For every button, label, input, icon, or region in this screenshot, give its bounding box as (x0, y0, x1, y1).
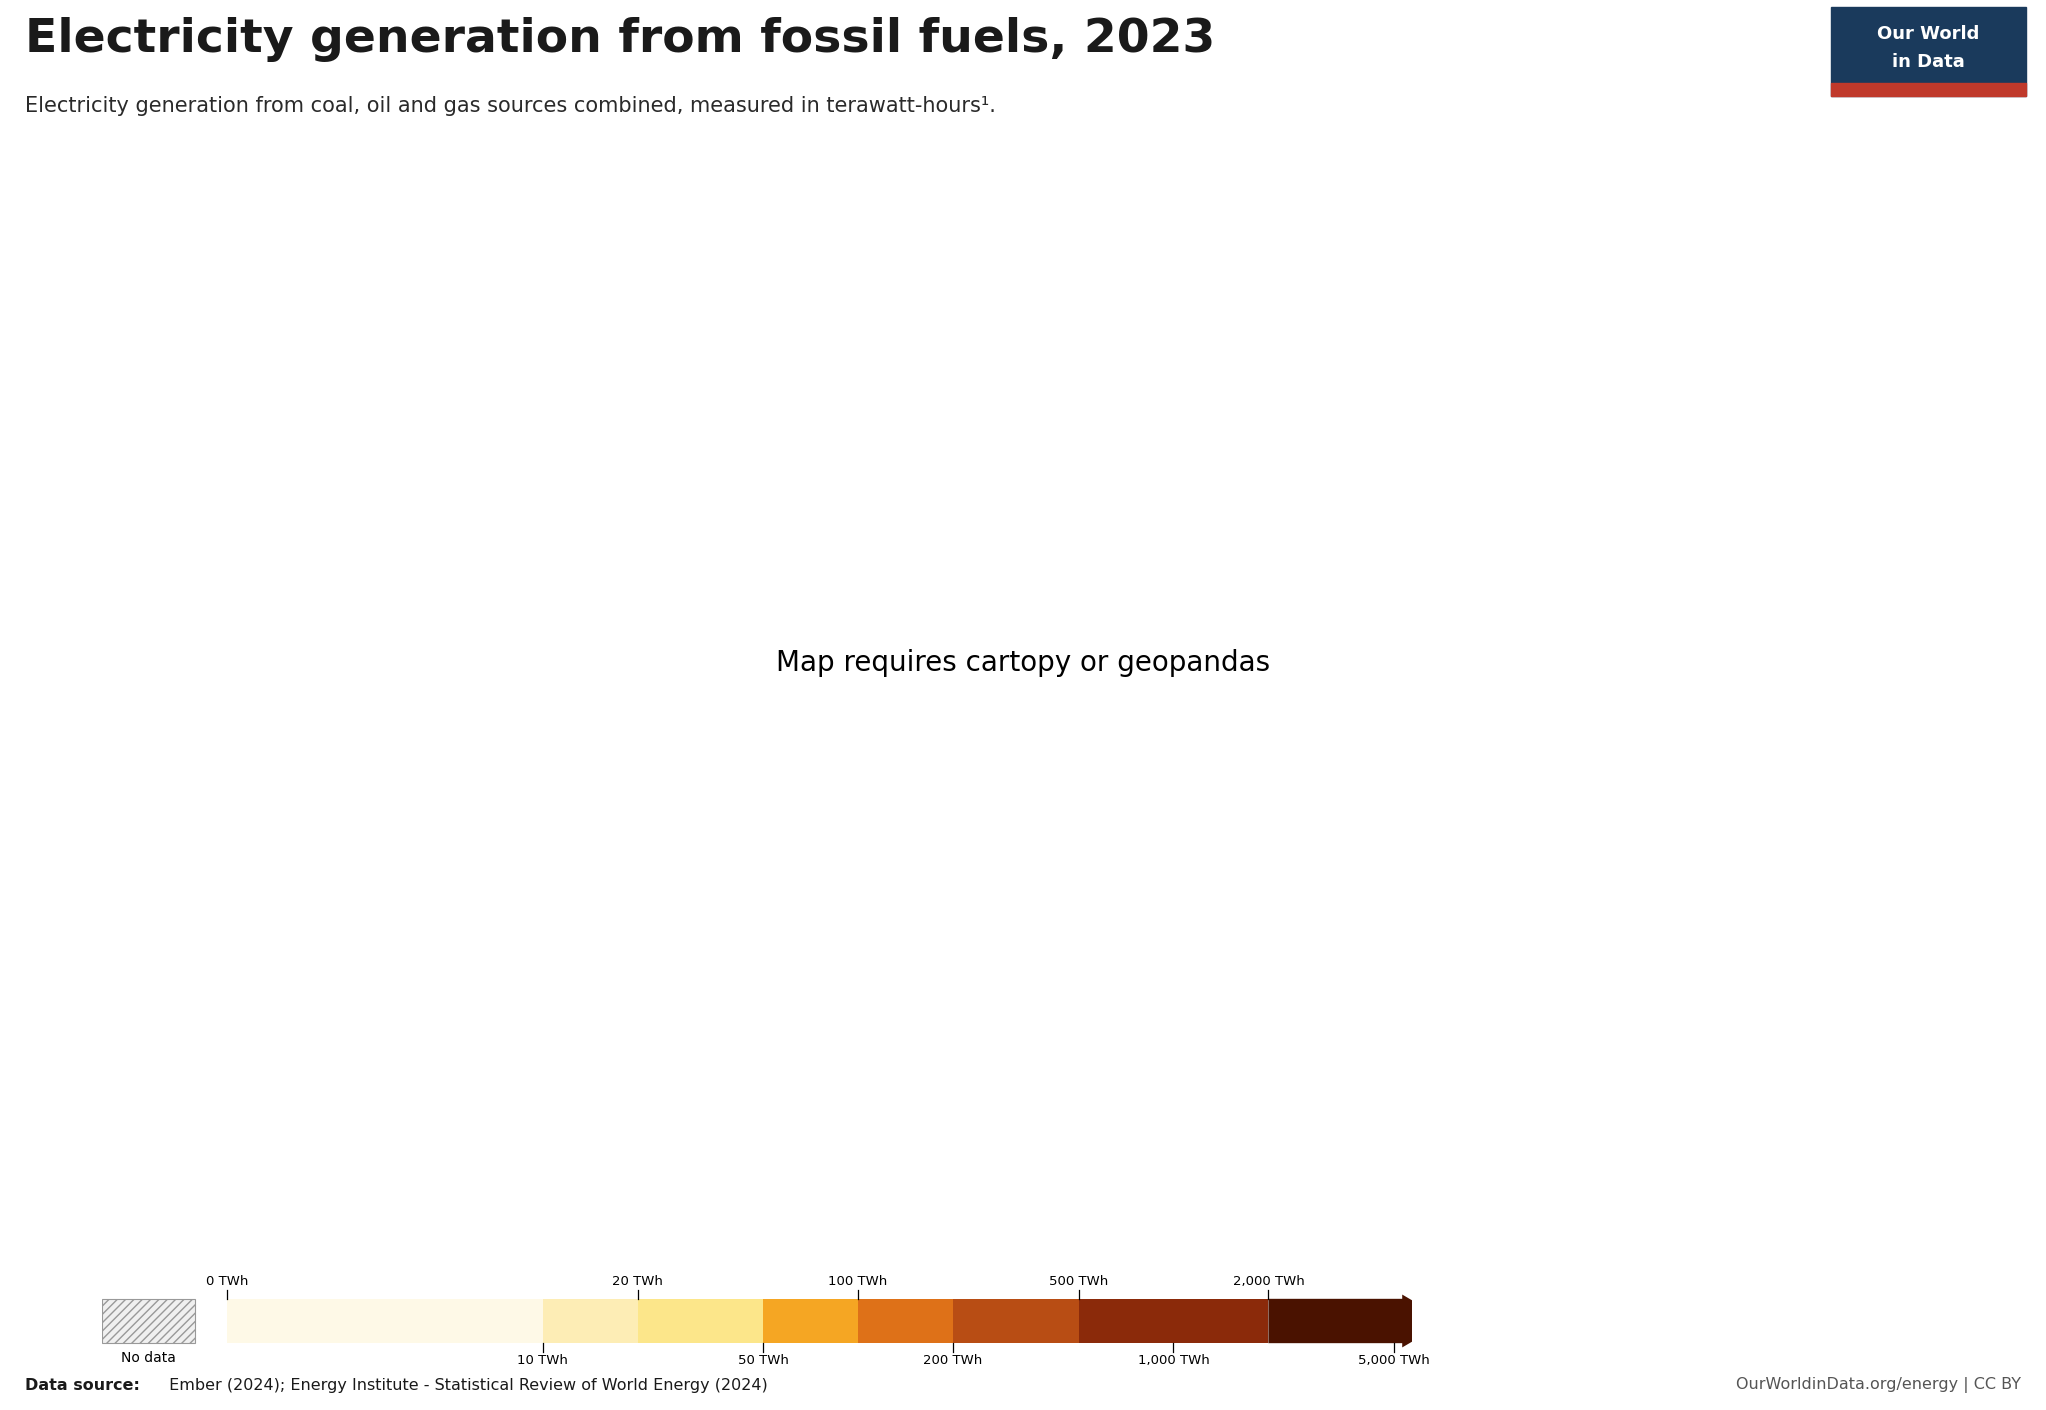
Text: 50 TWh: 50 TWh (739, 1354, 788, 1368)
Text: 100 TWh: 100 TWh (829, 1275, 888, 1287)
Text: 500 TWh: 500 TWh (1050, 1275, 1109, 1287)
Bar (857, 1299, 953, 1344)
Text: 20 TWh: 20 TWh (612, 1275, 663, 1287)
Text: OurWorldinData.org/energy | CC BY: OurWorldinData.org/energy | CC BY (1737, 1378, 2021, 1393)
Text: Electricity generation from fossil fuels, 2023: Electricity generation from fossil fuels… (25, 17, 1215, 62)
FancyArrow shape (1269, 1294, 1447, 1348)
Text: Our World: Our World (1876, 25, 1981, 42)
Bar (763, 1299, 857, 1344)
Text: No data: No data (121, 1351, 176, 1365)
Text: Electricity generation from coal, oil and gas sources combined, measured in tera: Electricity generation from coal, oil an… (25, 96, 996, 116)
Bar (102, 1299, 194, 1344)
Text: 10 TWh: 10 TWh (518, 1354, 569, 1368)
Bar (1831, 83, 2026, 96)
Text: 1,000 TWh: 1,000 TWh (1138, 1354, 1209, 1368)
Bar (542, 1299, 638, 1344)
Bar (1078, 1299, 1269, 1344)
Text: 5,000 TWh: 5,000 TWh (1359, 1354, 1430, 1368)
Text: 200 TWh: 200 TWh (923, 1354, 982, 1368)
Bar (638, 1299, 763, 1344)
Text: 0 TWh: 0 TWh (207, 1275, 248, 1287)
Text: Ember (2024); Energy Institute - Statistical Review of World Energy (2024): Ember (2024); Energy Institute - Statist… (164, 1378, 767, 1393)
Text: Data source:: Data source: (25, 1378, 139, 1393)
Text: in Data: in Data (1893, 54, 1964, 70)
Text: 2,000 TWh: 2,000 TWh (1232, 1275, 1303, 1287)
Bar (227, 1299, 542, 1344)
Bar (953, 1299, 1078, 1344)
Text: Map requires cartopy or geopandas: Map requires cartopy or geopandas (775, 649, 1271, 677)
